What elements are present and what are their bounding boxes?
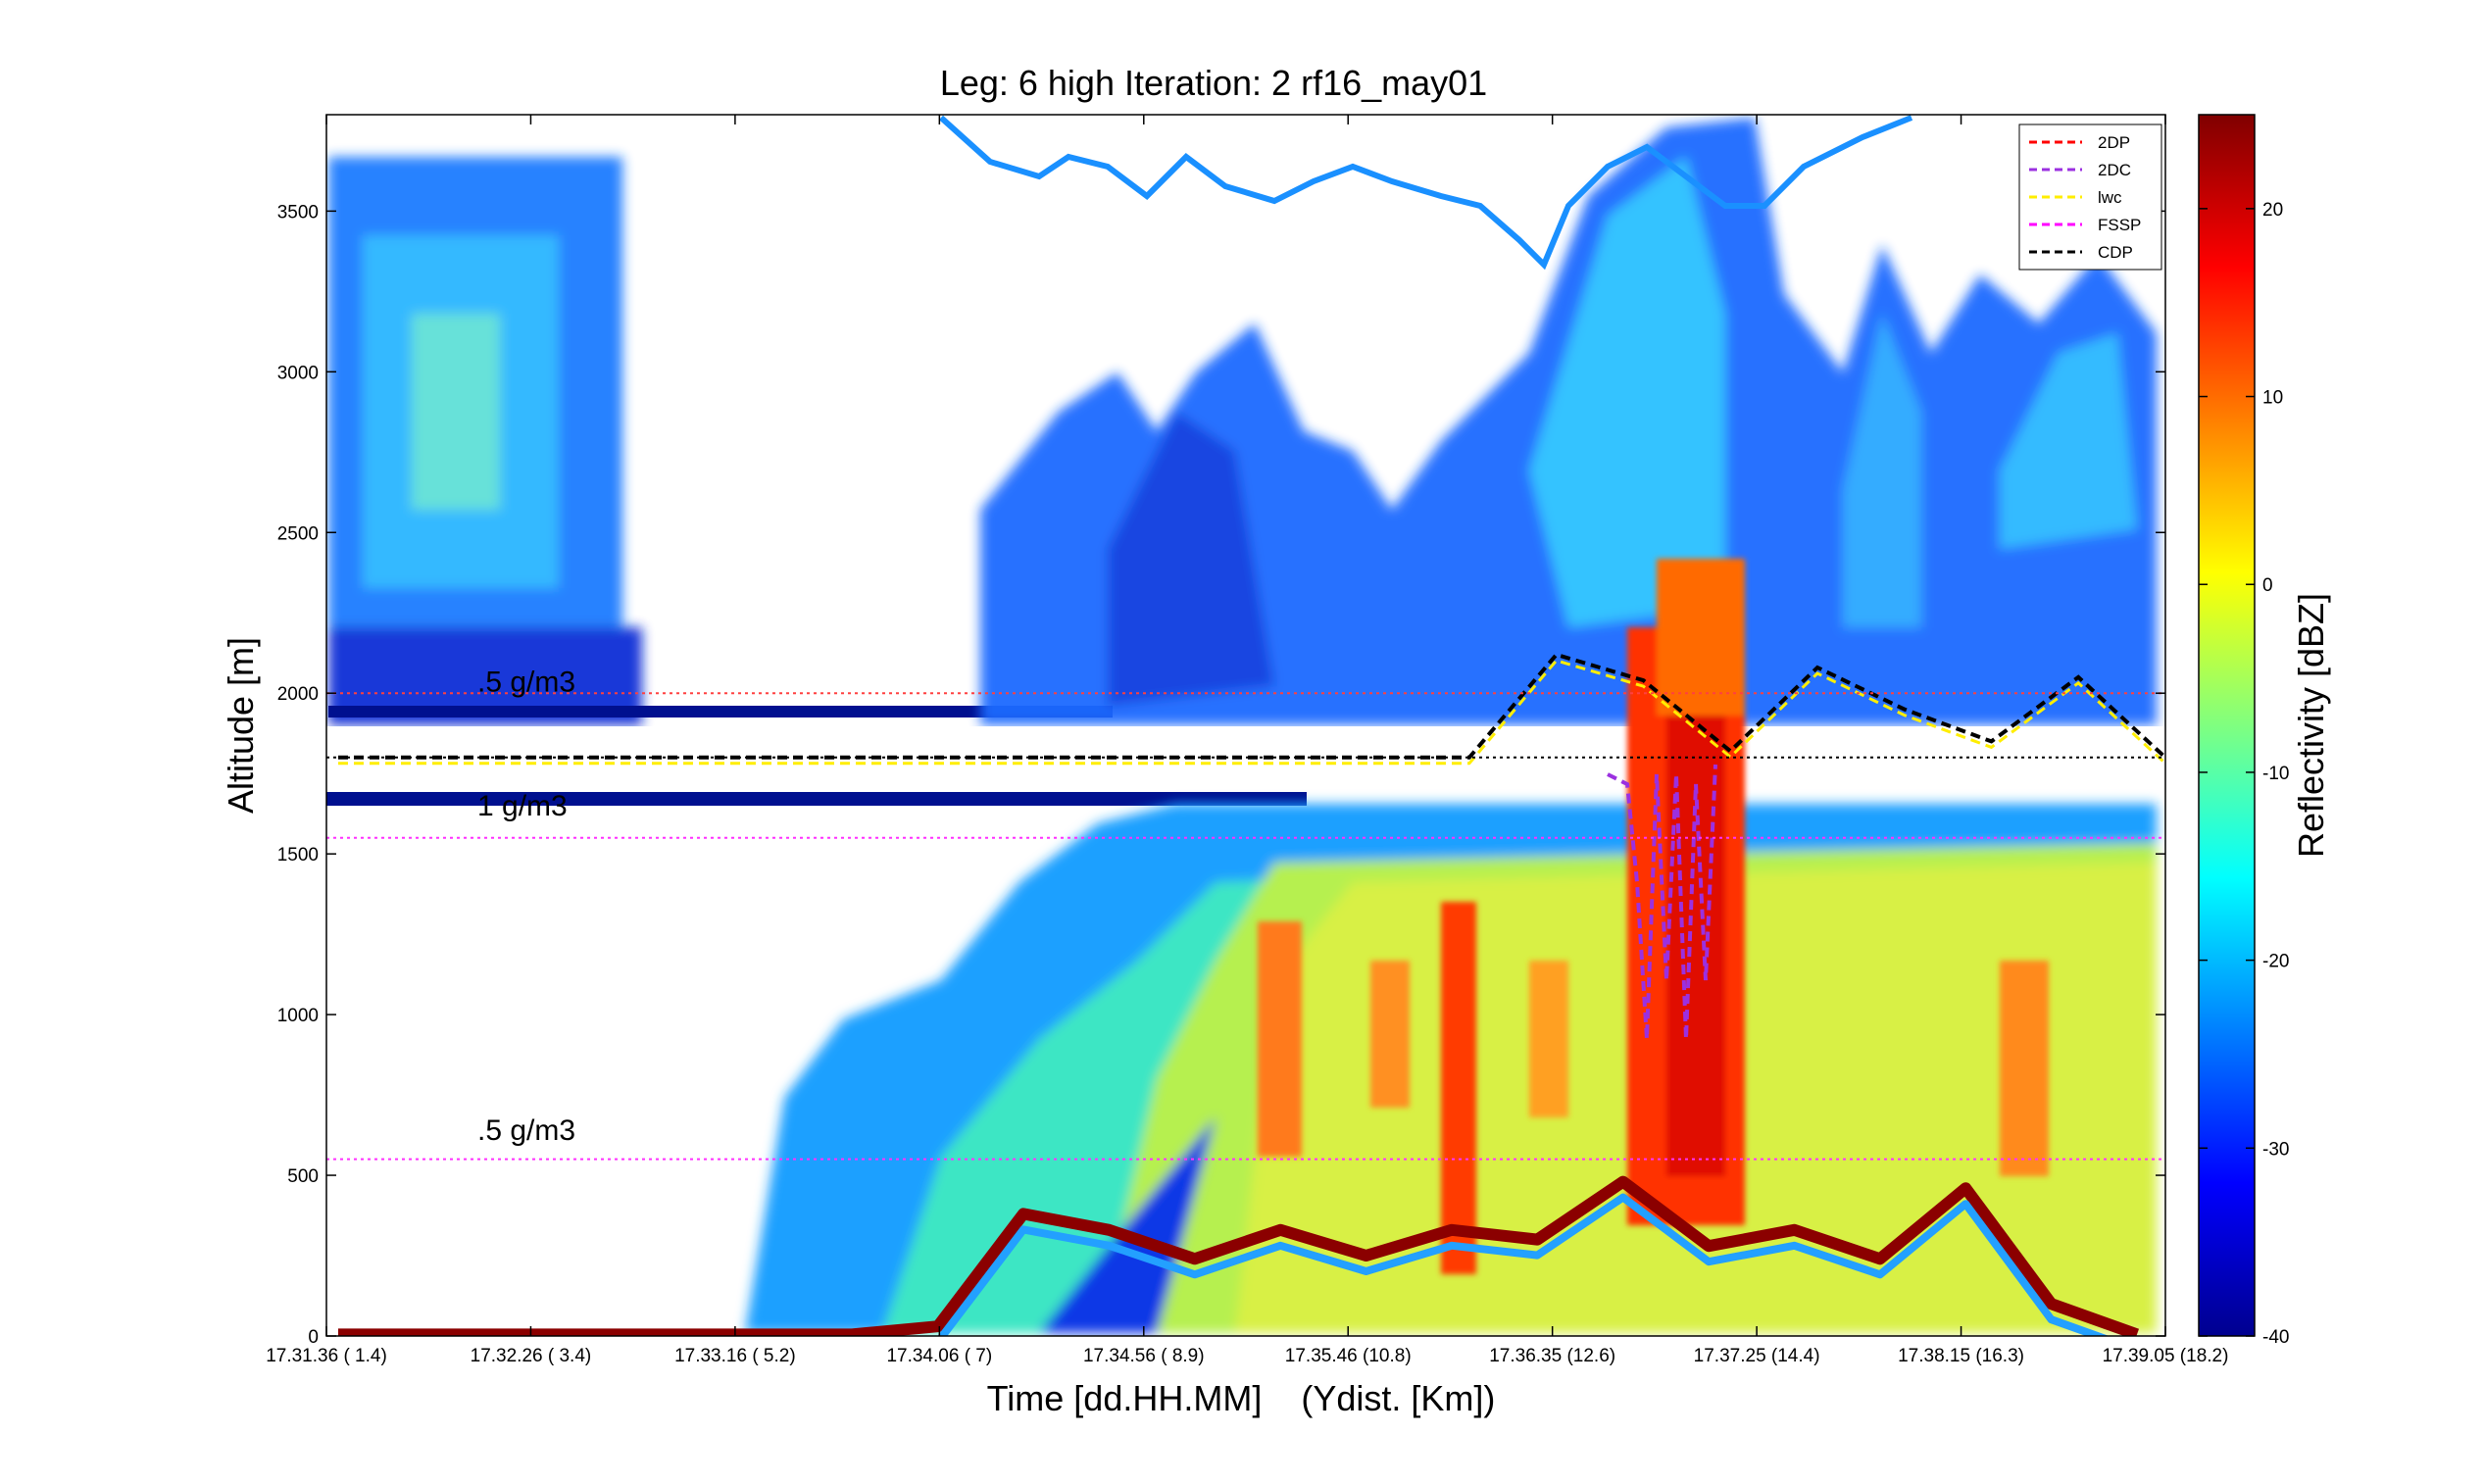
- y-tick-label: 2500: [277, 523, 319, 544]
- x-tick-label: 17.31.36 ( 1.4): [266, 1346, 387, 1366]
- y-tick-label: 0: [308, 1327, 319, 1348]
- legend-entry-label: CDP: [2098, 243, 2133, 262]
- colorbar-tick-label: 10: [2262, 388, 2283, 409]
- colorbar-tick-label: -10: [2262, 764, 2289, 784]
- y-tick-label: 1500: [277, 845, 319, 866]
- y-axis-label: Altitude [m]: [221, 637, 261, 814]
- x-tick-label: 17.35.46 (10.8): [1285, 1346, 1412, 1366]
- annotation-label: 1 g/m3: [477, 790, 568, 822]
- x-tick-label: 17.32.26 ( 3.4): [471, 1346, 592, 1366]
- x-tick-label: 17.34.06 ( 7): [886, 1346, 992, 1366]
- surface-echo-underside: [937, 1193, 2110, 1336]
- x-tick-label: 17.34.56 ( 8.9): [1083, 1346, 1205, 1366]
- annotations: .5 g/m3 1 g/m3 .5 g/m3: [477, 667, 575, 1147]
- colorbar-tick-label: 0: [2262, 575, 2273, 596]
- legend-entry-label: lwc: [2098, 188, 2122, 207]
- y-tick-label: 500: [287, 1166, 319, 1187]
- 2dc-trace: [1607, 764, 1717, 1040]
- y-axis-ticks: 0 500 1000 1500 2000 2500 3000 3500: [277, 202, 2165, 1348]
- x-axis-label: Time [dd.HH.MM] (Ydist. [Km]): [987, 1378, 1496, 1418]
- x-tick-label: 17.36.35 (12.6): [1489, 1346, 1615, 1366]
- legend-box: [2018, 124, 2162, 271]
- plot-frame: [325, 114, 2166, 1337]
- legend-entry-label: 2DP: [2098, 133, 2130, 152]
- surface-echo-line: [338, 1175, 2140, 1336]
- y-tick-label: 3500: [277, 202, 319, 223]
- colorbar-ticks: -40 -30 -20 -10 0 10 20: [2199, 200, 2289, 1348]
- x-tick-label: 17.33.16 ( 5.2): [674, 1346, 796, 1366]
- x-tick-label: 17.37.25 (14.4): [1694, 1346, 1820, 1366]
- reflectivity-field: [326, 115, 2165, 1336]
- colorbar: [2198, 114, 2256, 1337]
- reference-lines: [326, 692, 2165, 1161]
- colorbar-tick-label: 20: [2262, 200, 2283, 221]
- x-tick-label: 17.38.15 (16.3): [1898, 1346, 2024, 1366]
- x-tick-label: 17.39.05 (18.2): [2103, 1346, 2229, 1366]
- colorbar-tick-label: -20: [2262, 952, 2289, 972]
- annotation-label: .5 g/m3: [477, 1114, 575, 1147]
- chart-title: Leg: 6 high Iteration: 2 rf16_may01: [940, 63, 1487, 103]
- annotation-label: .5 g/m3: [477, 667, 575, 699]
- y-tick-label: 2000: [277, 684, 319, 705]
- legend: 2DP 2DC lwc FSSP CDP: [2018, 124, 2162, 271]
- x-axis-ticks: 17.31.36 ( 1.4) 17.32.26 ( 3.4) 17.33.16 (…: [266, 115, 2228, 1366]
- lwc-trace: [338, 659, 2165, 766]
- colorbar-tick-label: -30: [2262, 1139, 2289, 1160]
- y-tick-label: 1000: [277, 1006, 319, 1026]
- colorbar-tick-label: -40: [2262, 1327, 2289, 1348]
- legend-entry-label: 2DC: [2098, 161, 2131, 179]
- y-tick-label: 3000: [277, 363, 319, 383]
- legend-entry-label: FSSP: [2098, 216, 2141, 234]
- colorbar-label: Reflectivity [dBZ]: [2291, 593, 2331, 858]
